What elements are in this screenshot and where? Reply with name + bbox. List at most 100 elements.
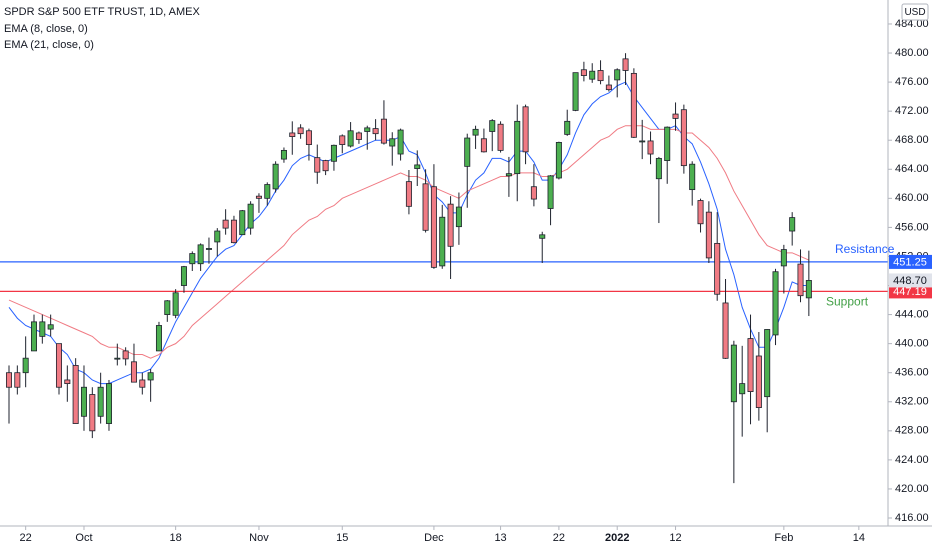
currency-box	[901, 3, 929, 21]
candle-body	[647, 140, 654, 155]
candle-body	[655, 157, 662, 180]
last-price-tag	[889, 273, 932, 288]
candle-body	[439, 216, 446, 267]
candle-body	[797, 263, 804, 297]
candle-body	[755, 355, 762, 408]
candle-body	[597, 70, 604, 82]
candle-body	[539, 234, 546, 239]
candle-body	[455, 206, 462, 228]
candle-body	[255, 195, 262, 199]
price-tag	[889, 254, 932, 269]
candle-body	[747, 338, 754, 392]
candle-body	[214, 230, 221, 243]
candle-body	[464, 137, 471, 167]
candle-body	[472, 128, 479, 136]
candle-body	[639, 140, 646, 143]
candle-body	[530, 186, 537, 200]
candle-body	[5, 372, 12, 388]
candle-body	[697, 200, 704, 225]
candle-body	[364, 127, 371, 132]
candle-body	[14, 372, 21, 388]
candle-body	[397, 129, 404, 155]
candle-body	[30, 321, 37, 352]
y-tick-label: 460.00	[895, 192, 929, 204]
candle-body	[222, 219, 229, 229]
candle-body	[572, 72, 579, 111]
candle-body	[147, 372, 154, 381]
candle-body	[447, 203, 454, 247]
candle-body	[805, 280, 812, 299]
candle-body	[630, 72, 637, 138]
candle-body	[105, 383, 112, 424]
candle-body	[289, 132, 296, 137]
candle-body	[80, 386, 87, 417]
y-tick-label: 424.00	[895, 454, 929, 466]
y-tick-label: 444.00	[895, 308, 929, 320]
y-tick-label: 456.00	[895, 221, 929, 233]
candle-body	[422, 183, 429, 231]
candle-body	[155, 325, 162, 352]
y-tick-label: 476.00	[895, 76, 929, 88]
candle-body	[347, 130, 354, 147]
candle-body	[189, 253, 196, 265]
y-tick-label: 428.00	[895, 425, 929, 437]
y-tick-label: 440.00	[895, 338, 929, 350]
price-tag-label: 451.25	[893, 256, 927, 268]
candle-body	[730, 344, 737, 403]
candle-body	[489, 120, 496, 132]
candle-body	[714, 242, 721, 295]
candle-body	[497, 123, 504, 151]
candle-body	[430, 186, 437, 268]
candle-body	[689, 163, 696, 191]
candle-body	[164, 300, 171, 315]
candle-body	[372, 128, 379, 135]
indicator-legend: EMA (8, close, 0)	[4, 23, 88, 35]
candle-body	[72, 365, 79, 424]
candle-body	[55, 343, 62, 388]
candle-body	[739, 383, 746, 395]
candle-body	[339, 135, 346, 145]
x-tick-label: 13	[494, 532, 506, 544]
currency-label: USD	[904, 7, 925, 18]
candle-body	[47, 324, 54, 330]
candle-body	[280, 149, 287, 160]
chart-title: SPDR S&P 500 ETF TRUST, 1D, AMEX	[4, 6, 200, 18]
x-tick-label: Nov	[249, 532, 269, 544]
candle-body	[522, 106, 529, 153]
x-tick-label: Dec	[424, 532, 444, 544]
y-tick-label: 432.00	[895, 396, 929, 408]
candle-body	[180, 266, 187, 286]
candle-body	[555, 141, 562, 179]
candle-body	[272, 163, 279, 190]
candle-body	[97, 386, 104, 417]
candle-body	[547, 175, 554, 209]
candle-body	[205, 248, 212, 250]
candle-body	[172, 292, 179, 316]
x-tick-label: 22	[553, 532, 565, 544]
indicator-legend: EMA (21, close, 0)	[4, 39, 94, 51]
level-annotation: Support	[826, 295, 869, 309]
x-tick-label: 12	[669, 532, 681, 544]
y-tick-label: 436.00	[895, 367, 929, 379]
candle-body	[589, 70, 596, 80]
candle-body	[389, 138, 396, 147]
candle-body	[322, 160, 329, 172]
candle-body	[64, 379, 71, 385]
candle-body	[772, 271, 779, 336]
last-price-label: 448.70	[893, 275, 927, 287]
candle-body	[22, 357, 29, 374]
candle-body	[197, 244, 204, 265]
x-tick-label: 14	[853, 532, 865, 544]
candle-body	[305, 130, 312, 145]
candle-body	[230, 219, 237, 244]
candle-body	[705, 211, 712, 259]
candle-body	[605, 84, 612, 91]
y-tick-label: 484.00	[895, 18, 929, 30]
candle-body	[355, 132, 362, 140]
x-tick-label: 2022	[605, 532, 629, 544]
x-tick-label: Oct	[75, 532, 92, 544]
y-tick-label: 464.00	[895, 163, 929, 175]
y-tick-label: 480.00	[895, 47, 929, 59]
price-tag	[889, 284, 932, 299]
